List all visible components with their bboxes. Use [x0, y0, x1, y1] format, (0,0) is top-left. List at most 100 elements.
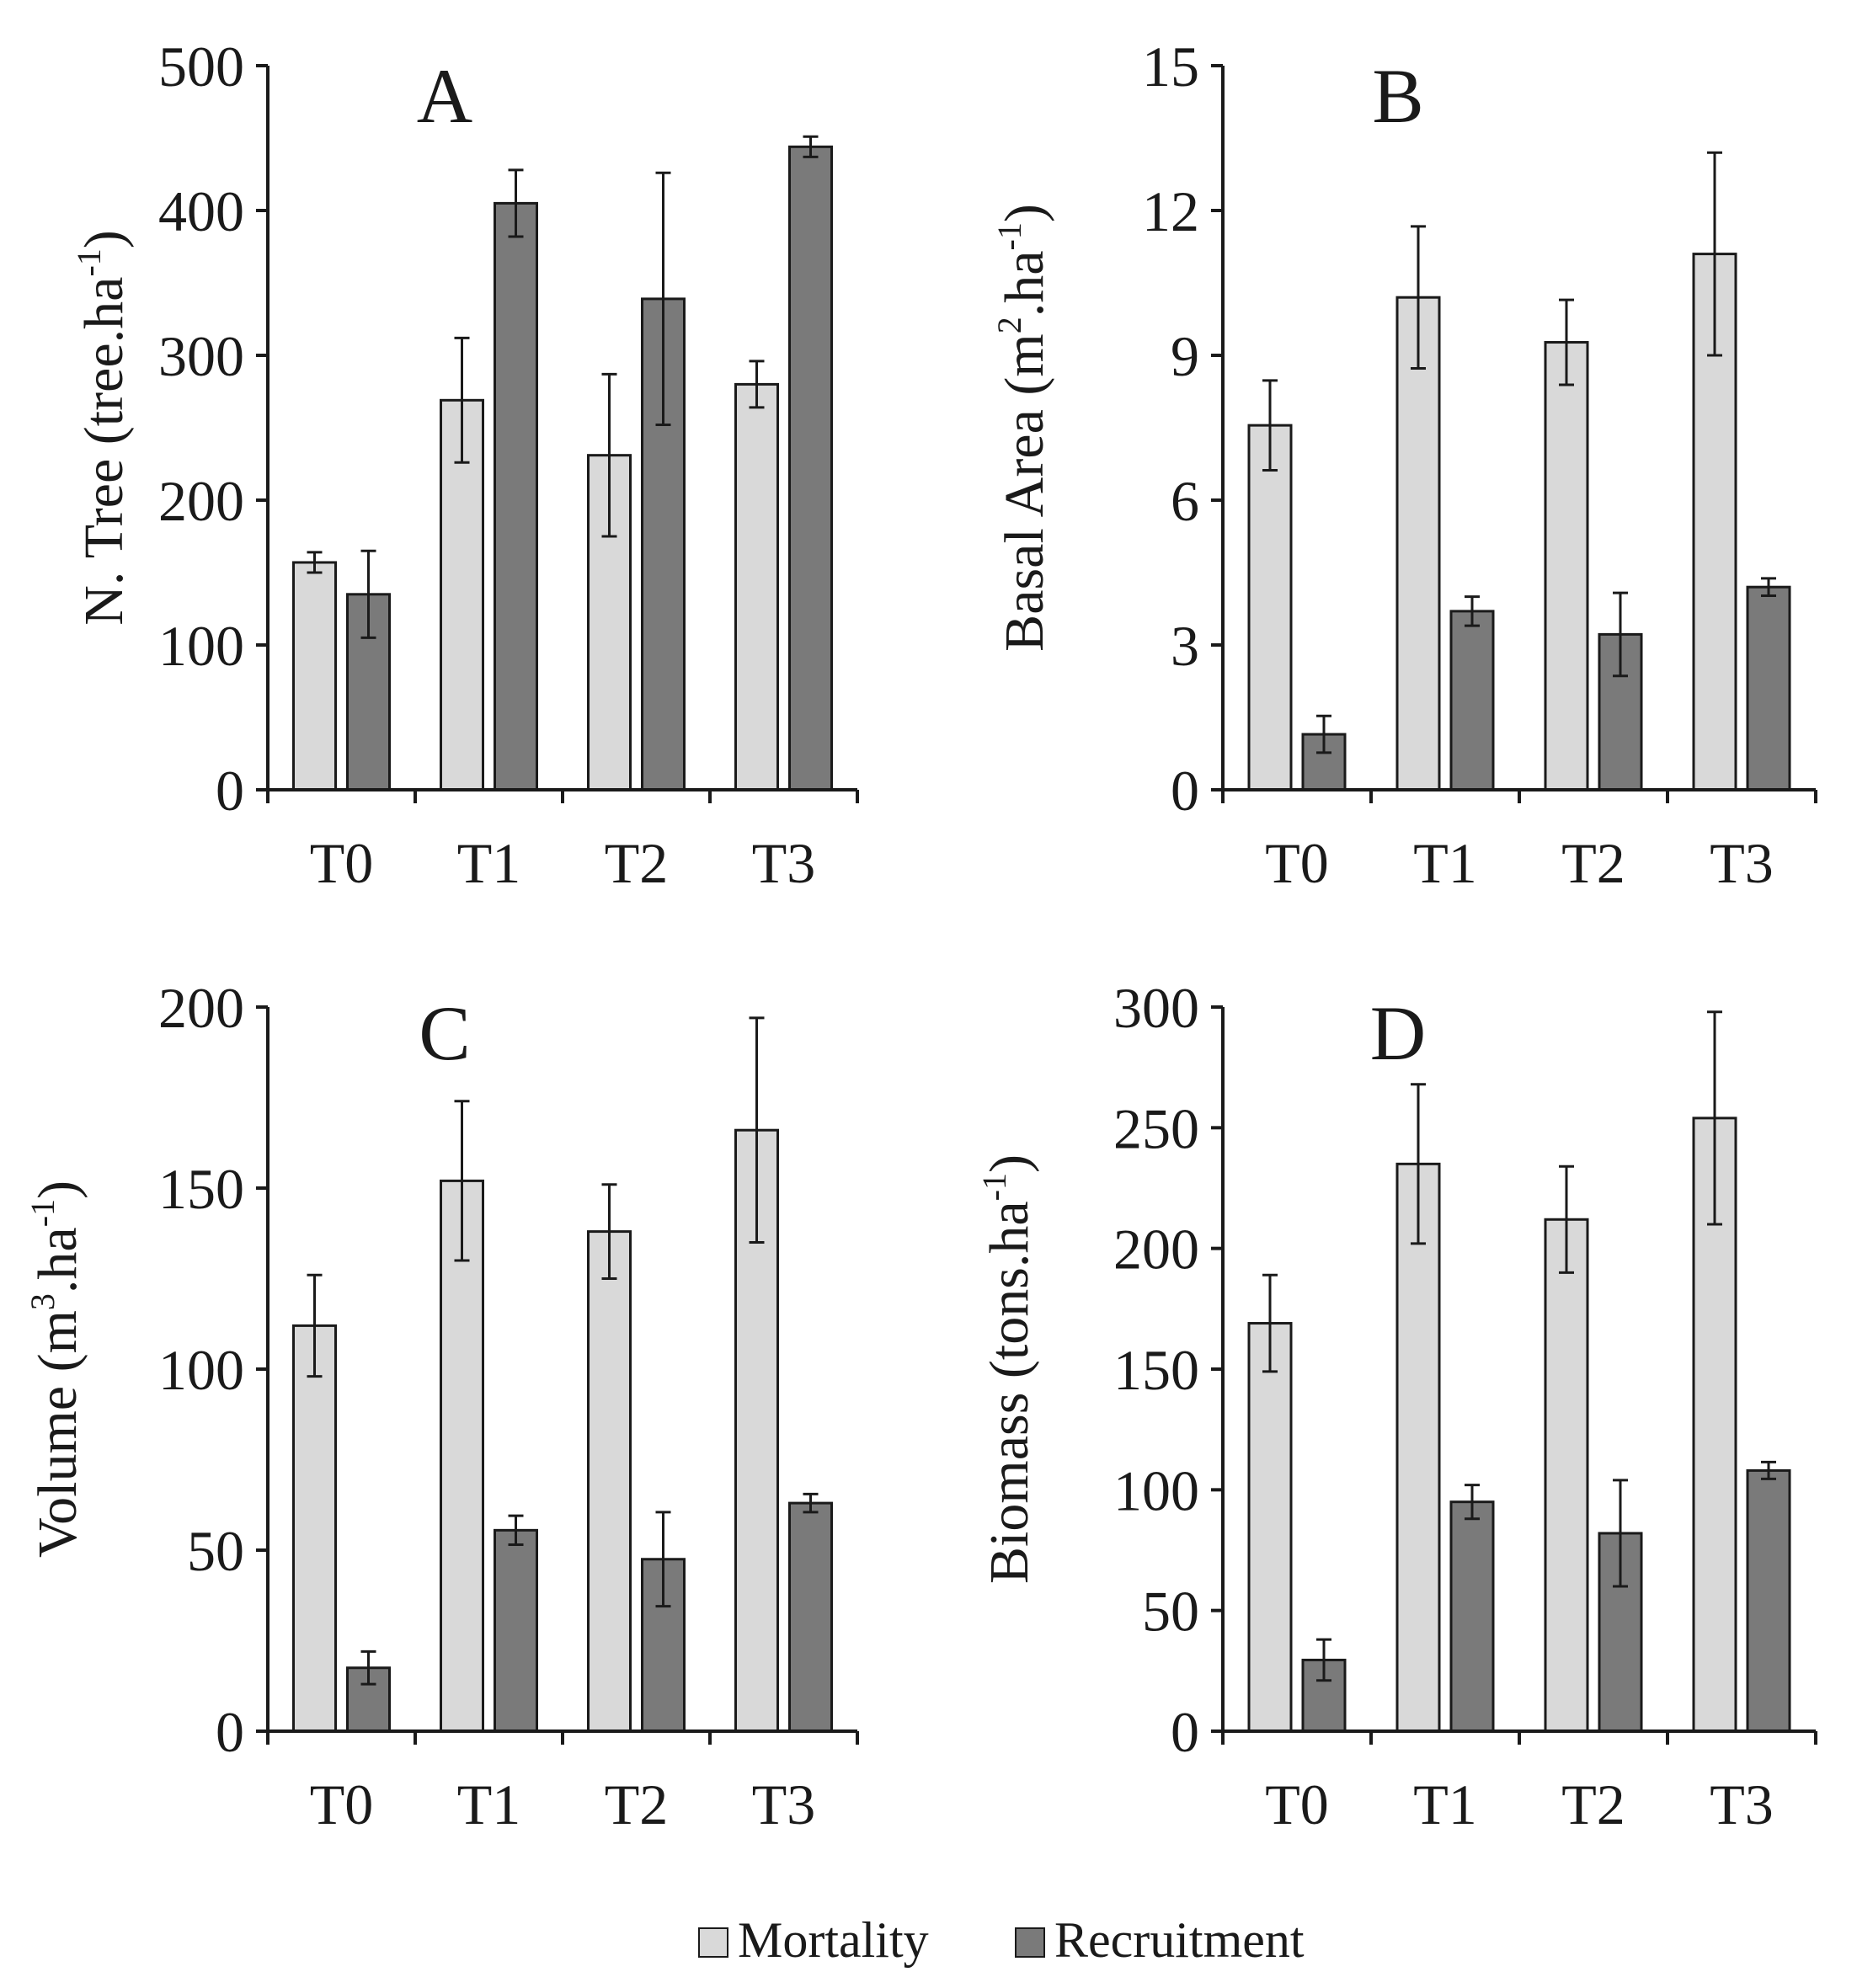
bar-d-t1-mortality — [1395, 1162, 1441, 1733]
legend-label-recruitment: Recruitment — [1054, 1912, 1305, 1968]
y-axis-title-a: N. Tree (tree.ha-1) — [70, 230, 135, 626]
bar-a-t1-mortality — [440, 398, 484, 791]
error-bar-b-t0-recruitment — [1316, 714, 1331, 754]
error-bar-d-t0-mortality — [1262, 1273, 1278, 1373]
error-bar-b-t2-mortality — [1559, 298, 1574, 386]
bar-c-t0-mortality — [292, 1324, 337, 1733]
y-tick-label-c-200: 200 — [158, 976, 244, 1040]
y-tick-label-c-50: 50 — [187, 1519, 244, 1583]
error-bar-b-t2-recruitment — [1613, 591, 1628, 678]
y-tick-label-b-0: 0 — [1171, 759, 1199, 823]
error-bar-d-t1-recruitment — [1465, 1484, 1480, 1521]
y-tick-label-a-200: 200 — [158, 469, 244, 533]
y-tick-label-a-400: 400 — [158, 179, 244, 243]
error-bar-a-t0-recruitment — [360, 549, 376, 639]
panel-letter-c: C — [419, 990, 470, 1076]
error-bar-d-t3-recruitment — [1761, 1460, 1776, 1480]
error-bar-c-t0-recruitment — [360, 1650, 376, 1686]
y-tick-label-c-0: 0 — [216, 1700, 244, 1764]
bar-c-t2-mortality — [587, 1230, 632, 1733]
x-tick-label-b-t0: T0 — [1265, 831, 1329, 895]
chart-panel-c: 0 50 100 150 200 T0 T1 T2 T3 C Volume (m3.ha-1) — [24, 976, 859, 1836]
error-bar-c-t2-recruitment — [655, 1511, 671, 1608]
bar-b-t2-mortality — [1544, 341, 1589, 791]
bar-d-t1-recruitment — [1449, 1500, 1495, 1733]
y-tick-label-a-300: 300 — [158, 324, 244, 388]
x-tick-label-a-t3: T3 — [752, 831, 816, 895]
error-bar-b-t3-mortality — [1707, 151, 1722, 357]
y-tick-label-d-250: 250 — [1113, 1096, 1199, 1160]
legend-swatch-recruitment — [1015, 1927, 1045, 1958]
bar-c-t1-mortality — [440, 1179, 484, 1733]
x-tick-label-c-t1: T1 — [457, 1772, 521, 1836]
bar-a-t3-mortality — [734, 382, 779, 791]
bar-c-t1-recruitment — [494, 1528, 538, 1733]
panel-letter-a: A — [417, 53, 472, 139]
y-tick-label-b-15: 15 — [1142, 35, 1199, 99]
y-tick-label-b-6: 6 — [1171, 469, 1199, 533]
error-bar-a-t1-recruitment — [508, 168, 524, 238]
error-bar-d-t3-mortality — [1707, 1010, 1722, 1226]
bar-b-t1-mortality — [1395, 296, 1441, 791]
x-tick-label-d-t1: T1 — [1413, 1772, 1477, 1836]
chart-panel-b: 0 3 6 9 12 15 T0 T1 T2 T3 B Basal Area (m2.ha-1) — [990, 35, 1817, 895]
x-tick-label-d-t2: T2 — [1561, 1772, 1625, 1836]
y-tick-label-c-100: 100 — [158, 1338, 244, 1402]
y-tick-label-d-0: 0 — [1171, 1700, 1199, 1764]
error-bar-c-t1-mortality — [454, 1100, 470, 1262]
panel-letter-d: D — [1370, 990, 1426, 1076]
error-bar-a-t0-mortality — [307, 551, 323, 574]
chart-panel-a: 0 100 200 300 400 500 T0 T1 T2 T3 A N. Tree (tree.h… — [70, 35, 859, 895]
x-tick-label-b-t2: T2 — [1561, 831, 1625, 895]
x-tick-label-c-t2: T2 — [605, 1772, 669, 1836]
error-bar-a-t1-mortality — [454, 336, 470, 464]
error-bar-b-t0-mortality — [1262, 379, 1278, 472]
y-tick-label-d-300: 300 — [1113, 976, 1199, 1040]
error-bar-d-t1-mortality — [1411, 1083, 1426, 1245]
bar-a-t1-recruitment — [494, 201, 538, 791]
bar-a-t3-recruitment — [788, 145, 833, 791]
bar-d-t2-mortality — [1544, 1218, 1589, 1733]
y-tick-label-a-100: 100 — [158, 614, 244, 678]
bar-a-t0-mortality — [292, 561, 337, 791]
error-bar-c-t2-mortality — [601, 1183, 617, 1280]
error-bar-b-t1-mortality — [1411, 225, 1426, 370]
x-tick-label-b-t3: T3 — [1710, 831, 1774, 895]
y-tick-label-d-200: 200 — [1113, 1218, 1199, 1282]
x-tick-label-a-t1: T1 — [457, 831, 521, 895]
x-tick-label-a-t2: T2 — [605, 831, 669, 895]
error-bar-a-t2-mortality — [601, 372, 617, 538]
y-tick-label-b-9: 9 — [1171, 324, 1199, 388]
error-bar-a-t3-mortality — [749, 360, 765, 409]
x-tick-label-c-t0: T0 — [310, 1772, 374, 1836]
error-bar-c-t3-recruitment — [803, 1492, 819, 1514]
y-tick-label-b-12: 12 — [1142, 179, 1199, 243]
bar-b-t1-recruitment — [1449, 610, 1495, 791]
error-bar-d-t2-recruitment — [1613, 1479, 1628, 1588]
error-bar-d-t2-mortality — [1559, 1165, 1574, 1274]
bar-b-t0-mortality — [1247, 424, 1293, 791]
x-tick-label-b-t1: T1 — [1413, 831, 1477, 895]
error-bar-b-t3-recruitment — [1761, 577, 1776, 598]
x-tick-label-c-t3: T3 — [752, 1772, 816, 1836]
error-bar-d-t0-recruitment — [1316, 1638, 1331, 1682]
error-bar-c-t0-mortality — [307, 1273, 323, 1378]
x-tick-label-d-t0: T0 — [1265, 1772, 1329, 1836]
x-tick-label-a-t0: T0 — [310, 831, 374, 895]
chart-panel-d: 0 50 100 150 200 250 300 T0 T1 T2 T3 D Biomass (tons… — [975, 976, 1817, 1836]
error-bar-a-t2-recruitment — [655, 171, 671, 427]
y-tick-label-b-3: 3 — [1171, 614, 1199, 678]
y-tick-label-c-150: 150 — [158, 1157, 244, 1221]
error-bar-b-t1-recruitment — [1465, 595, 1480, 627]
error-bar-a-t3-recruitment — [803, 135, 819, 158]
y-axis-title-b: Basal Area (m2.ha-1) — [990, 204, 1055, 652]
panel-letter-b: B — [1372, 53, 1423, 139]
y-tick-label-a-500: 500 — [158, 35, 244, 99]
bar-d-t3-recruitment — [1746, 1468, 1791, 1733]
bar-b-t3-recruitment — [1746, 585, 1791, 791]
legend: Mortality Recruitment — [698, 1912, 1305, 1968]
legend-swatch-mortality — [698, 1927, 728, 1958]
legend-label-mortality: Mortality — [738, 1912, 929, 1968]
